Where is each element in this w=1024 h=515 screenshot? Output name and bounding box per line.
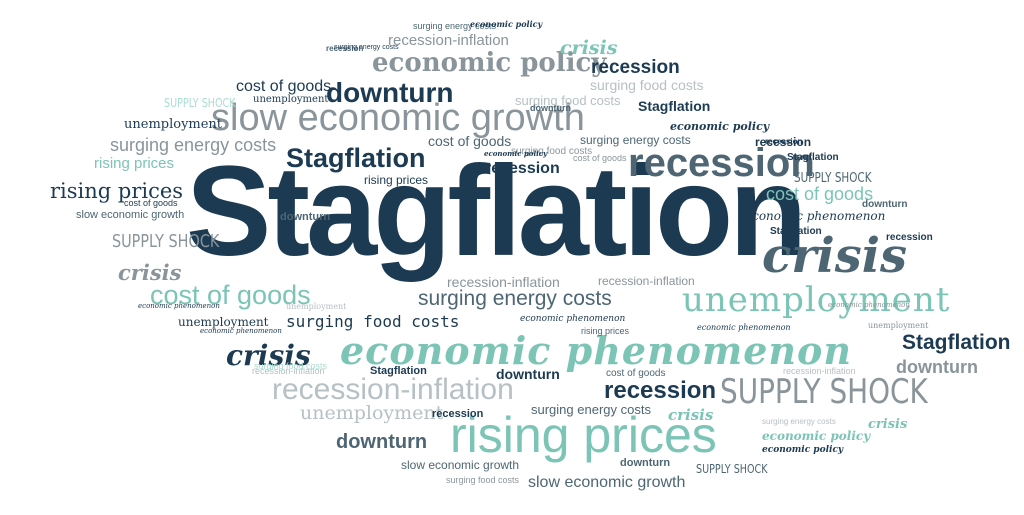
word-cost-of-goods-bottom: cost of goods — [606, 368, 666, 379]
word-recession-bottom-small: recession — [432, 408, 484, 420]
word-rising-prices-small: rising prices — [364, 173, 429, 187]
word-rising-prices-left: rising prices — [50, 179, 184, 203]
word-downturn-right-small: downturn — [862, 199, 908, 210]
word-economic-policy-center: economic policy — [484, 149, 548, 158]
word-rising-prices-large: rising prices — [450, 407, 717, 463]
word-surging-energy-costs-top2: surging energy costs — [334, 44, 399, 51]
word-rising-prices-left-small: rising prices — [94, 155, 175, 172]
word-crisis-small-left: crisis — [668, 406, 714, 424]
word-crisis-left-mid: crisis — [118, 260, 182, 285]
word-supply-shock-large: SUPPLY SHOCK — [720, 372, 928, 412]
word-downturn-right: downturn — [896, 357, 978, 377]
word-recession-inflation-center2: recession-inflation — [598, 274, 695, 288]
word-surging-energy-costs-small: surging energy costs — [531, 402, 651, 417]
word-downturn-top-small: downturn — [530, 103, 571, 113]
word-unemployment-top-small: unemployment — [253, 94, 329, 105]
word-slow-economic-growth-left: slow economic growth — [76, 209, 185, 221]
word-economic-phenomenon: economic phenomenon — [340, 328, 852, 373]
word-recession-left-small: recession — [326, 44, 364, 53]
word-surging-food-costs: surging food costs — [286, 312, 460, 331]
word-recession-inflation-right: recession-inflation — [783, 366, 856, 376]
word-downturn-left-small: downturn — [280, 211, 331, 223]
word-unemployment-small-center: unemployment — [286, 302, 347, 311]
word-surging-food-costs-center: surging food costs — [511, 146, 593, 157]
word-surging-energy-costs-topright: surging energy costs — [580, 133, 691, 147]
word-downturn-bottom-small: downturn — [620, 457, 671, 469]
word-recession-inflation-top: recession-inflation — [388, 32, 509, 49]
word-economic-phenomenon-small2: economic phenomenon — [697, 323, 791, 332]
word-recession-bottom: recession — [604, 377, 717, 404]
word-unemployment-left-bottom: unemployment — [178, 315, 269, 329]
word-stagflation-mid: Stagflation — [286, 143, 426, 173]
word-recession-top: recession — [591, 57, 680, 78]
word-surging-food-costs-top: surging food costs — [590, 77, 704, 93]
word-slow-economic-growth-bottom: slow economic growth — [528, 474, 686, 491]
word-supply-shock-top-left: SUPPLY SHOCK — [164, 96, 236, 110]
word-recession-inflation-center: recession-inflation — [447, 274, 560, 290]
word-unemployment-bottom: unemployment — [300, 402, 444, 424]
word-downturn-top: downturn — [326, 77, 454, 108]
word-surging-energy-costs-left: surging energy costs — [110, 135, 277, 155]
word-surging-energy-costs-top-small: surging energy costs — [413, 21, 497, 31]
word-cost-of-goods-large: cost of goods — [150, 280, 311, 310]
word-economic-policy-top-small: economic policy — [470, 19, 543, 29]
word-cost-of-goods-top: cost of goods — [236, 78, 332, 95]
word-surging-energy-costs: surging energy costs — [418, 287, 612, 310]
word-cost-of-goods-small-top: cost of goods — [573, 153, 627, 163]
word-economic-policy-top: economic policy — [372, 48, 607, 78]
word-stagflation-right-small: Stagflation — [787, 152, 839, 163]
word-slow-economic-growth-bottom2: slow economic growth — [401, 458, 520, 472]
word-unemployment-left: unemployment — [124, 117, 223, 132]
word-crisis-left: crisis — [226, 339, 311, 372]
word-stagflation-right3: Stagflation — [770, 226, 822, 237]
word-unemployment-right-small: unemployment — [868, 321, 929, 330]
word-supply-shock-bottom: SUPPLY SHOCK — [696, 462, 768, 476]
word-downturn-bottom: downturn — [336, 431, 428, 453]
word-recession-large: recession — [628, 141, 815, 185]
word-economic-phenomenon-right: economic phenomenon — [745, 209, 886, 223]
word-recession-right-small: recession — [886, 232, 933, 243]
word-cost-of-goods-right: cost of goods — [766, 184, 874, 204]
word-recession-center: recession — [485, 160, 560, 177]
word-economic-policy-right: economic policy — [670, 120, 770, 133]
word-supply-shock-left: SUPPLY SHOCK — [112, 231, 220, 252]
word-stagflation-top-right: Stagflation — [638, 98, 711, 114]
word-recession-topright: recession — [755, 135, 812, 149]
word-surging-food-costs-top-right: surging food costs — [515, 93, 621, 108]
word-economic-policy-bottom: economic policy — [762, 429, 871, 443]
word-crisis-large: crisis — [762, 228, 908, 284]
word-rising-prices-center-small: rising prices — [581, 326, 630, 336]
word-crisis-bottom-right: crisis — [868, 417, 908, 432]
word-economic-phenomenon-small1: economic phenomenon — [520, 314, 626, 324]
word-economic-policy-bottom2: economic policy — [762, 445, 844, 455]
word-unemployment-large: unemployment — [682, 280, 951, 320]
word-surging-energy-costs-bottom2: surging energy costs — [762, 417, 836, 426]
word-surging-food-costs-left: surging food costs — [254, 361, 328, 371]
word-slow-economic-growth: slow economic growth — [211, 97, 585, 139]
word-stagflation-right: Stagflation — [902, 331, 1011, 354]
word-economic-phenomenon-small4: economic phenomenon — [200, 327, 282, 335]
word-stagflation-bottom-small: Stagflation — [370, 365, 427, 377]
word-surging-food-costs-bottom: surging food costs — [446, 475, 520, 485]
word-stagflation-main: Stagflation — [186, 140, 807, 283]
word-cost-of-goods-center: cost of goods — [428, 133, 512, 149]
word-recession-inflation-bottom-small: recession-inflation — [252, 366, 325, 376]
word-supply-shock-right: SUPPLY SHOCK — [794, 171, 872, 186]
word-downturn-center-bottom: downturn — [496, 366, 560, 382]
word-cost-of-goods-left2: cost of goods — [124, 198, 178, 208]
word-recession-inflation-large: recession-inflation — [272, 373, 514, 406]
word-crisis-top: crisis — [560, 37, 618, 59]
word-economic-phenomenon-small3: economic phenomenon — [138, 302, 220, 310]
word-recession-right-mid: recession — [765, 137, 803, 146]
word-economic-phenomenon-right2: economic phenomenon — [828, 301, 910, 309]
